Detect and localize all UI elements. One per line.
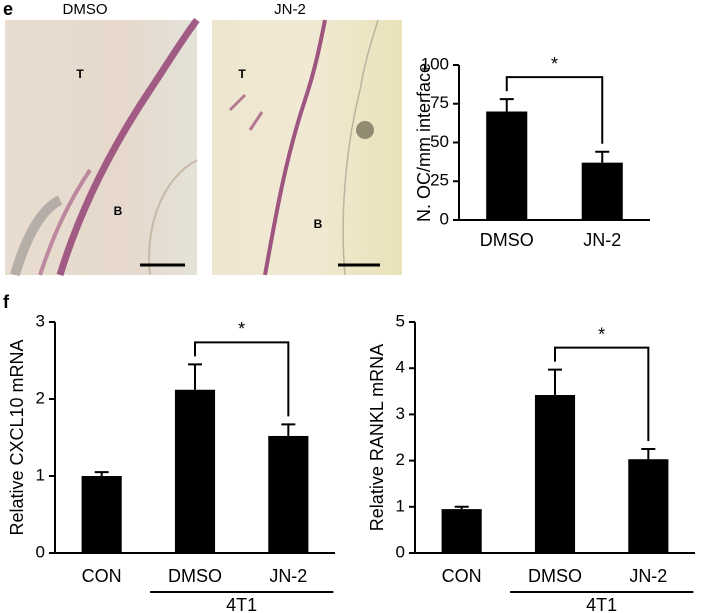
group-label: 4T1 xyxy=(586,595,617,613)
panel-label: e xyxy=(3,0,13,19)
y-tick-label: 4 xyxy=(396,358,405,377)
y-axis-label: N. OC/mm interface xyxy=(414,63,434,222)
x-tick-label: DMSO xyxy=(168,566,222,586)
error-bar xyxy=(281,423,296,436)
error-bar xyxy=(641,448,656,460)
panel-label: f xyxy=(3,292,10,312)
x-tick-label: DMSO xyxy=(528,566,582,586)
error-bar xyxy=(454,505,469,510)
y-tick-label: 3 xyxy=(396,404,405,423)
group-label: 4T1 xyxy=(226,595,257,613)
bar xyxy=(268,435,309,553)
significance-label: * xyxy=(238,319,245,339)
y-tick-label: 25 xyxy=(430,171,449,190)
y-tick-label: 50 xyxy=(430,132,449,151)
image-label: B xyxy=(114,204,123,218)
x-tick-label: DMSO xyxy=(480,230,534,250)
bar xyxy=(486,111,528,220)
y-tick-label: 2 xyxy=(396,450,405,469)
significance-bracket xyxy=(554,346,650,442)
image-label: T xyxy=(76,67,84,81)
bar xyxy=(81,476,122,553)
y-tick-label: 75 xyxy=(430,93,449,112)
x-tick-label: CON xyxy=(82,566,122,586)
y-tick-label: 0 xyxy=(440,209,449,228)
y-tick-label: 1 xyxy=(36,465,45,484)
y-tick-label: 100 xyxy=(421,54,449,73)
y-axis-label: Relative RANKL mRNA xyxy=(367,344,387,531)
image-label: T xyxy=(238,67,246,81)
x-tick-label: CON xyxy=(442,566,482,586)
error-bar xyxy=(595,150,610,163)
image-title: DMSO xyxy=(63,1,108,18)
x-tick-label: JN-2 xyxy=(583,230,621,250)
image-label: B xyxy=(314,217,323,231)
micrograph xyxy=(212,19,402,276)
error-bar xyxy=(499,98,514,112)
image-title: JN-2 xyxy=(274,1,306,18)
micrograph xyxy=(5,17,200,277)
significance-label: * xyxy=(598,324,605,344)
bar xyxy=(628,459,669,553)
error-bar xyxy=(548,368,562,395)
x-tick-label: JN-2 xyxy=(269,566,307,586)
bar xyxy=(441,509,482,553)
significance-label: * xyxy=(551,54,558,74)
bar xyxy=(581,162,623,220)
significance-bracket xyxy=(194,341,290,417)
y-tick-label: 1 xyxy=(396,496,405,515)
x-tick-label: JN-2 xyxy=(629,566,667,586)
y-tick-label: 2 xyxy=(36,388,45,407)
error-bar xyxy=(94,471,109,476)
y-axis-label: Relative CXCL10 mRNA xyxy=(7,339,27,535)
y-tick-label: 3 xyxy=(36,311,45,330)
bar xyxy=(534,394,576,553)
y-tick-label: 0 xyxy=(36,542,45,561)
y-tick-label: 0 xyxy=(396,542,405,561)
y-tick-label: 5 xyxy=(396,311,405,330)
bar xyxy=(174,389,216,553)
error-bar xyxy=(188,363,202,390)
significance-bracket xyxy=(505,76,604,144)
